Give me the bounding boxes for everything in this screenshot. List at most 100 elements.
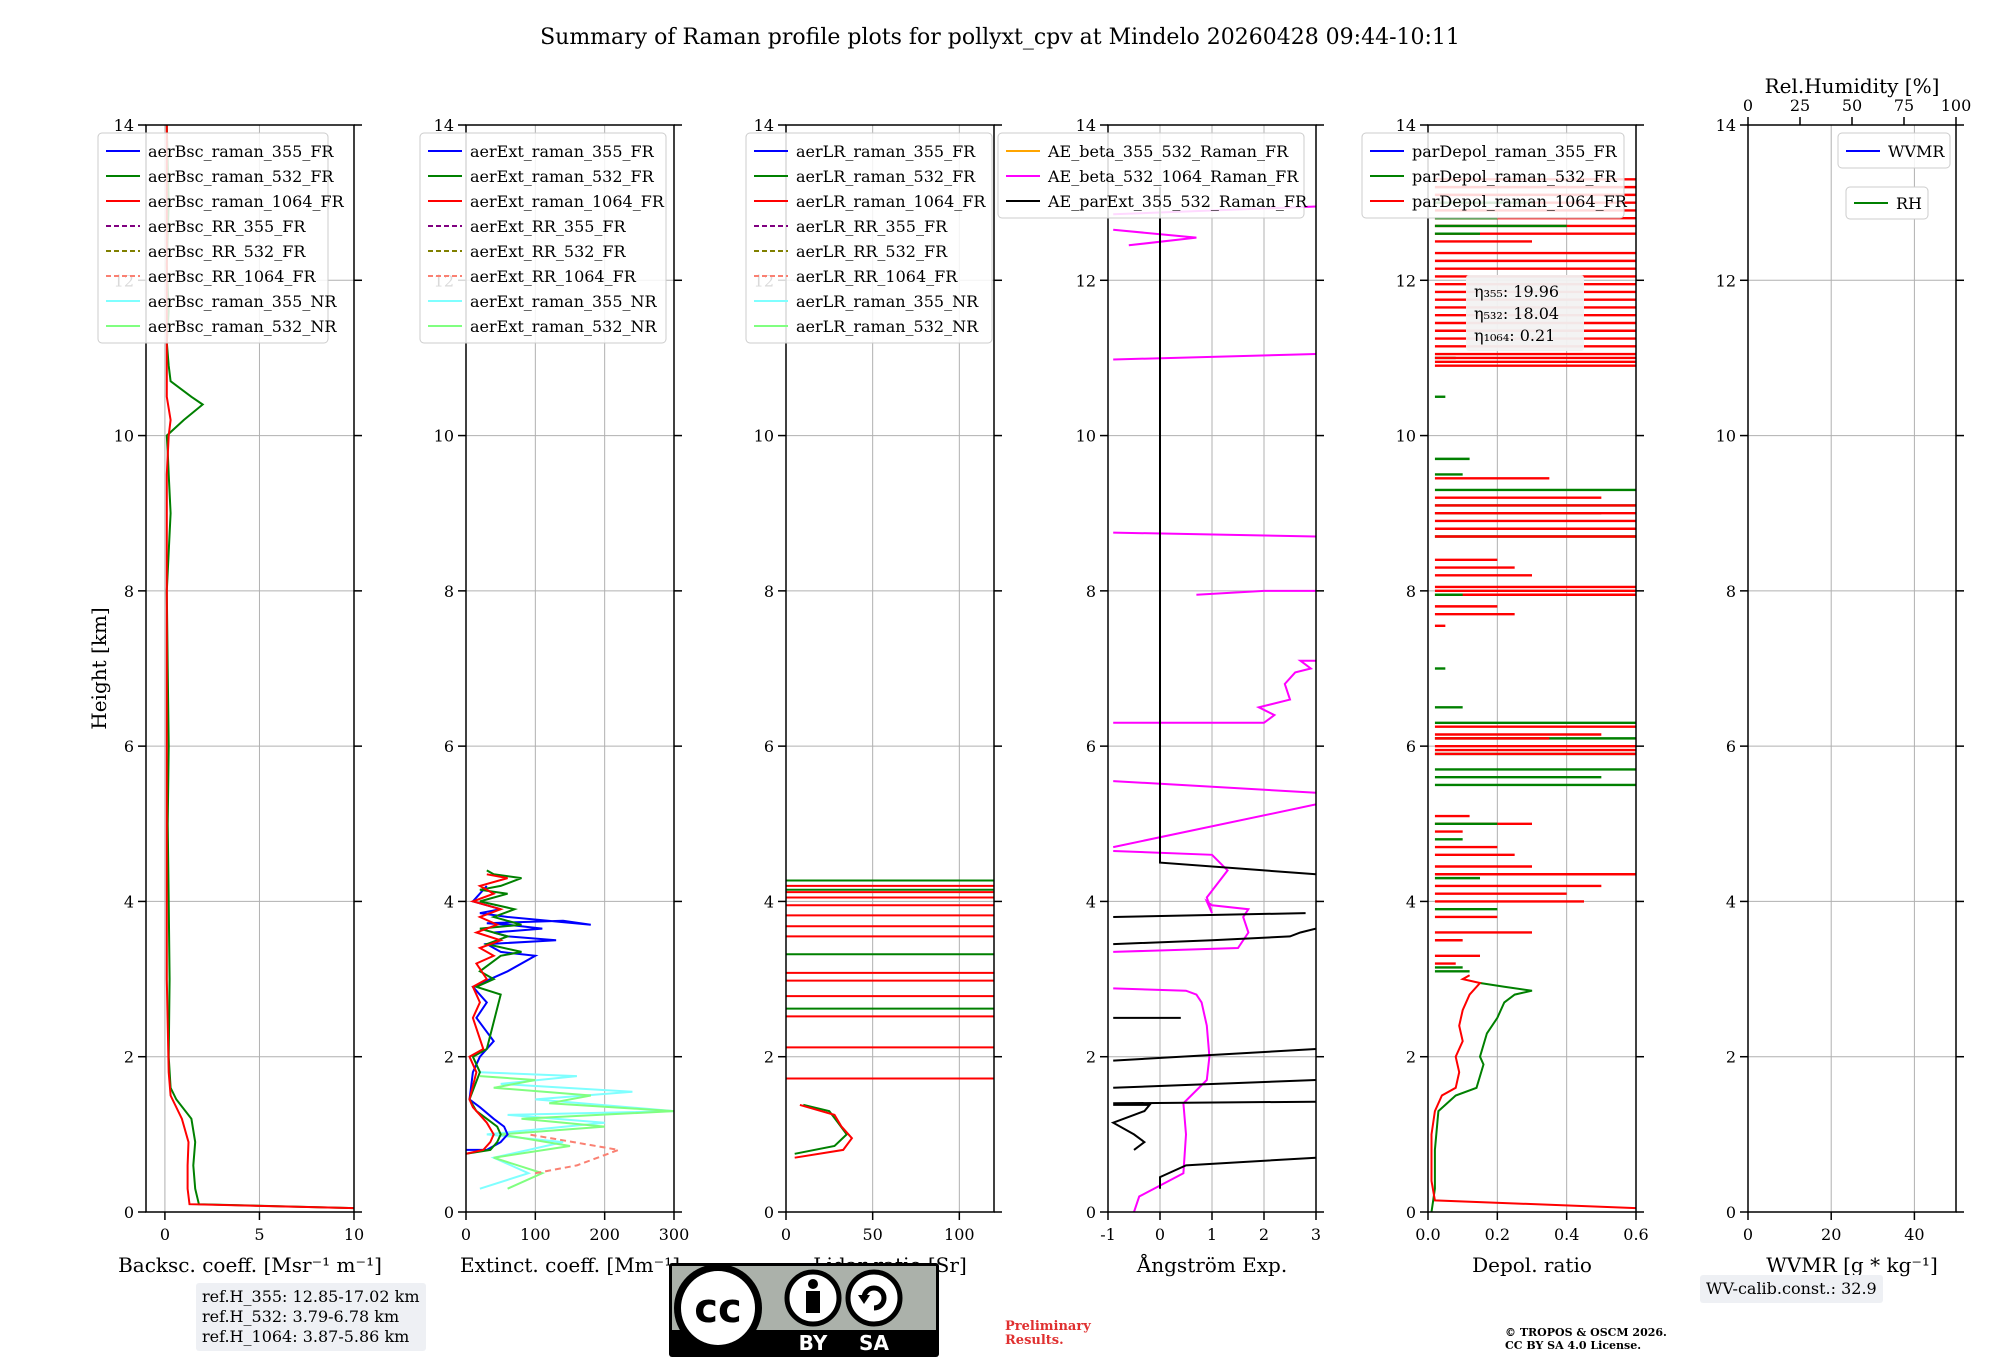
- series-AE_parExt_355_532_Raman_FR: [1113, 912, 1306, 918]
- y-tick-label: 6: [1406, 737, 1416, 756]
- legend-label: aerBsc_raman_532_FR: [148, 167, 334, 186]
- y-tick-label: 10: [1716, 427, 1736, 446]
- x-tick-label: 200: [589, 1225, 620, 1244]
- series-aerBsc_raman_1064_FR: [165, 125, 354, 1210]
- legend-box: [997, 132, 1305, 219]
- x-tick-label: 2: [1259, 1225, 1269, 1244]
- y-tick-label: 2: [124, 1048, 134, 1067]
- legend-label: aerLR_raman_532_FR: [796, 167, 976, 186]
- axes-frame: [1107, 124, 1317, 1213]
- series-AE_parExt_355_532_Raman_FR: [1113, 1048, 1316, 1062]
- legend-label: AE_beta_532_1064_Raman_FR: [1047, 167, 1299, 186]
- series-AE_parExt_355_532_Raman_FR: [1113, 1100, 1316, 1105]
- y-tick-label: 12: [1076, 271, 1096, 290]
- y-tick-label: 0: [124, 1203, 134, 1222]
- series-aerLR_raman_532_FR: [794, 1103, 849, 1155]
- y-tick-label: 10: [434, 427, 454, 446]
- series-AE_beta_532_1064_Raman_FR: [1113, 659, 1316, 724]
- y-tick-label: 4: [1406, 892, 1416, 911]
- preliminary-line-1: Preliminary: [1005, 1319, 1091, 1334]
- series-AE_parExt_355_532_Raman_FR: [1113, 927, 1316, 946]
- y-tick-label: 0: [764, 1203, 774, 1222]
- y-tick-label: 14: [754, 116, 774, 135]
- legend-label: AE_parExt_355_532_Raman_FR: [1047, 192, 1308, 211]
- legend: aerLR_raman_355_FR aerLR_raman_532_FR aerL…: [745, 132, 993, 344]
- series-AE_beta_532_1064_Raman_FR: [1113, 353, 1316, 361]
- series-parDepol_raman_532_FR: [1430, 982, 1533, 1212]
- x-tick-label: 0.6: [1623, 1225, 1648, 1244]
- legend-label: aerExt_RR_532_FR: [470, 242, 627, 261]
- legend-label: RH: [1896, 194, 1922, 213]
- y-tick-label: 10: [754, 427, 774, 446]
- legend-label: parDepol_raman_355_FR: [1412, 142, 1618, 161]
- legend: WVMR RH: [1837, 132, 1951, 220]
- series-aerExt_raman_532_FR: [466, 869, 522, 1155]
- y-tick-label: 2: [1086, 1048, 1096, 1067]
- y-tick-label: 2: [444, 1048, 454, 1067]
- y-tick-label: 6: [1726, 737, 1736, 756]
- series-aerLR_raman_1064_FR: [794, 1103, 854, 1159]
- legend-box: [419, 132, 667, 344]
- y-axis-label: Height [km]: [87, 607, 111, 729]
- ref-height-532: ref.H_532: 3.79-6.78 km: [202, 1307, 400, 1326]
- y-tick-label: 10: [114, 427, 134, 446]
- legend-label: AE_beta_355_532_Raman_FR: [1047, 142, 1289, 161]
- y-tick-label: 2: [1726, 1048, 1736, 1067]
- ref-height-1064: ref.H_1064: 3.87-5.86 km: [202, 1327, 410, 1346]
- legend-label: aerBsc_RR_532_FR: [148, 242, 306, 261]
- legend-label: aerBsc_raman_355_FR: [148, 142, 334, 161]
- legend-box: [745, 132, 993, 344]
- series-AE_beta_532_1064_Raman_FR: [1113, 531, 1316, 538]
- x-tick-label: 0: [1743, 1225, 1753, 1244]
- series-AE_parExt_355_532_Raman_FR: [1159, 1156, 1316, 1189]
- y-tick-label: 6: [764, 737, 774, 756]
- y-tick-label: 2: [1406, 1048, 1416, 1067]
- y-tick-label: 10: [1076, 427, 1096, 446]
- y-tick-label: 4: [124, 892, 134, 911]
- preliminary-results-note: Preliminary Results.: [1005, 1320, 1091, 1348]
- series-AE_parExt_355_532_Raman_FR: [1110, 1103, 1152, 1151]
- x-tick-label: 300: [659, 1225, 690, 1244]
- top-x-tick-label: 50: [1842, 96, 1862, 115]
- axes-frame: [465, 124, 675, 1213]
- legend-label: aerBsc_raman_1064_FR: [148, 192, 345, 211]
- y-tick-label: 4: [444, 892, 454, 911]
- y-tick-label: 0: [1726, 1203, 1736, 1222]
- x-axis-label: WVMR [g * kg⁻¹]: [1766, 1253, 1938, 1277]
- axes-frame: [785, 124, 995, 1213]
- legend-label: aerExt_raman_355_FR: [470, 142, 655, 161]
- license-by-label: BY: [799, 1331, 828, 1355]
- y-tick-label: 4: [764, 892, 774, 911]
- series-group: [466, 869, 674, 1190]
- legend: parDepol_raman_355_FR parDepol_raman_532_…: [1361, 132, 1628, 219]
- y-tick-label: 14: [1716, 116, 1736, 135]
- wv-calibration-box: WV-calib.const.: 32.9: [1700, 1275, 1883, 1303]
- x-tick-label: 20: [1821, 1225, 1841, 1244]
- y-tick-label: 8: [1406, 582, 1416, 601]
- x-tick-label: 0.2: [1485, 1225, 1510, 1244]
- x-tick-label: 1: [1207, 1225, 1217, 1244]
- y-tick-label: 8: [1726, 582, 1736, 601]
- legend-label: aerLR_raman_355_NR: [796, 292, 979, 311]
- license-sa-label: SA: [859, 1331, 889, 1355]
- eta-annotation-box: [1466, 275, 1584, 351]
- legend-label: aerExt_raman_532_FR: [470, 167, 655, 186]
- series-group: [786, 879, 994, 1159]
- legend-label: WVMR: [1888, 142, 1945, 161]
- series-AE_parExt_355_532_Raman_FR: [1113, 1079, 1316, 1089]
- x-tick-label: 0.4: [1554, 1225, 1579, 1244]
- y-tick-label: 14: [1076, 116, 1096, 135]
- y-tick-label: 6: [444, 737, 454, 756]
- x-tick-label: 5: [254, 1225, 264, 1244]
- series-group: [1110, 187, 1316, 1212]
- x-tick-label: 100: [520, 1225, 551, 1244]
- top-x-tick-label: 75: [1894, 96, 1914, 115]
- axes-frame: [1427, 124, 1637, 1213]
- y-tick-label: 0: [1086, 1203, 1096, 1222]
- axes-frame: [145, 124, 355, 1213]
- copyright-line-2: CC BY SA 4.0 License.: [1505, 1339, 1642, 1352]
- x-tick-label: 0: [461, 1225, 471, 1244]
- y-tick-label: 10: [1396, 427, 1416, 446]
- y-tick-label: 4: [1726, 892, 1736, 911]
